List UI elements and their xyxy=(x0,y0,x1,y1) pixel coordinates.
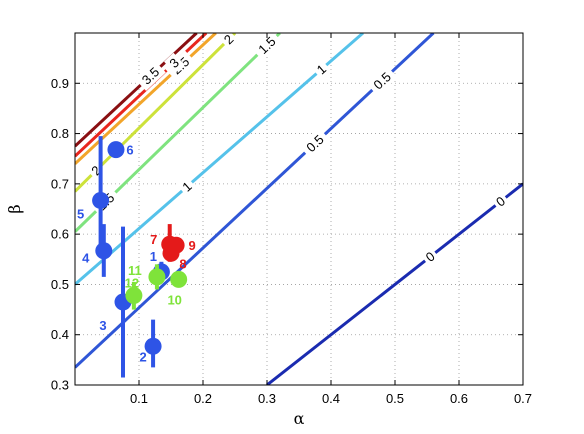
contour-label-background xyxy=(366,65,398,96)
y-tick-label: 0.3 xyxy=(51,378,69,393)
contour-label-background xyxy=(176,176,198,197)
data-point xyxy=(170,270,188,288)
point-label: 12 xyxy=(125,275,139,290)
contour-label-background xyxy=(490,191,511,212)
y-tick-label: 0.8 xyxy=(51,126,69,141)
point-label: 2 xyxy=(139,349,146,364)
contour-label-background xyxy=(163,52,185,74)
y-axis-title: β xyxy=(5,204,24,213)
contour-label-background xyxy=(420,246,441,268)
y-tick-label: 0.4 xyxy=(51,327,69,342)
grid xyxy=(75,33,523,385)
contour-label-background xyxy=(299,128,331,159)
contour-label-group: 0 xyxy=(490,191,511,212)
contour-label-group: 1 xyxy=(311,59,332,80)
contour-label-background xyxy=(135,60,166,91)
point-label: 4 xyxy=(82,251,90,266)
point-label: 6 xyxy=(126,143,133,158)
contour-label-group: 1 xyxy=(176,176,198,197)
x-tick-label: 0.4 xyxy=(322,391,340,406)
x-tick-label: 0.5 xyxy=(386,391,404,406)
point-label: 7 xyxy=(150,232,157,247)
point-label: 10 xyxy=(167,292,181,307)
point-label: 5 xyxy=(77,206,84,221)
contour-line xyxy=(75,33,198,148)
x-tick-label: 0.2 xyxy=(194,391,212,406)
y-tick-label: 0.7 xyxy=(51,176,69,191)
contour-label-group: 0 xyxy=(420,246,441,268)
axes: 0.1 0.2 0.3 0.4 0.5 0.6 0.7 0.3 0.4 0.5 0.6 0.7 0.8 0… xyxy=(51,33,532,406)
y-tick-label: 0.5 xyxy=(51,277,69,292)
contour-label-background xyxy=(251,30,283,61)
point-label: 3 xyxy=(99,318,106,333)
contour-label-background xyxy=(218,29,239,50)
contour-line xyxy=(266,182,523,385)
data-point xyxy=(125,286,143,304)
x-tick-label: 0.1 xyxy=(130,391,148,406)
x-tick-label: 0.3 xyxy=(258,391,276,406)
data-point xyxy=(92,191,110,209)
x-tick-label: 0.6 xyxy=(450,391,468,406)
y-tick-label: 0.9 xyxy=(51,76,69,91)
point-label: 9 xyxy=(189,238,196,253)
data-point xyxy=(148,268,166,286)
contour-line xyxy=(75,33,217,165)
plot-frame xyxy=(74,32,524,386)
contour-label-group: 3 xyxy=(163,52,185,74)
data-point xyxy=(144,337,162,355)
y-tick-label: 0.6 xyxy=(51,227,69,242)
plot-background xyxy=(75,33,523,385)
point-label: 1 xyxy=(150,249,157,264)
point-label: 8 xyxy=(179,256,186,271)
point-label: 11 xyxy=(128,263,142,278)
data-points xyxy=(92,136,188,378)
data-point xyxy=(95,242,113,260)
data-point xyxy=(167,236,185,254)
data-point xyxy=(107,141,125,159)
contour-label-group: 2 xyxy=(218,29,239,50)
x-axis-title: α xyxy=(294,409,305,428)
x-tick-label: 0.7 xyxy=(514,391,532,406)
contour-label-background xyxy=(311,59,332,80)
